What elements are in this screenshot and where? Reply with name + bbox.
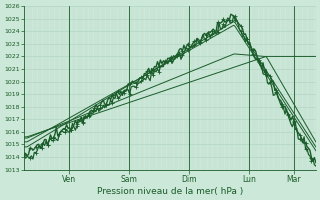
X-axis label: Pression niveau de la mer( hPa ): Pression niveau de la mer( hPa ) — [97, 187, 243, 196]
